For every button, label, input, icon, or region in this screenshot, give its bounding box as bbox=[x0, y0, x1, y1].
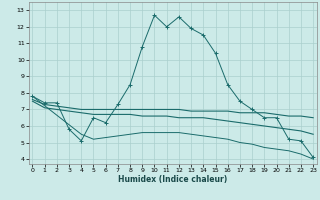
X-axis label: Humidex (Indice chaleur): Humidex (Indice chaleur) bbox=[118, 175, 228, 184]
